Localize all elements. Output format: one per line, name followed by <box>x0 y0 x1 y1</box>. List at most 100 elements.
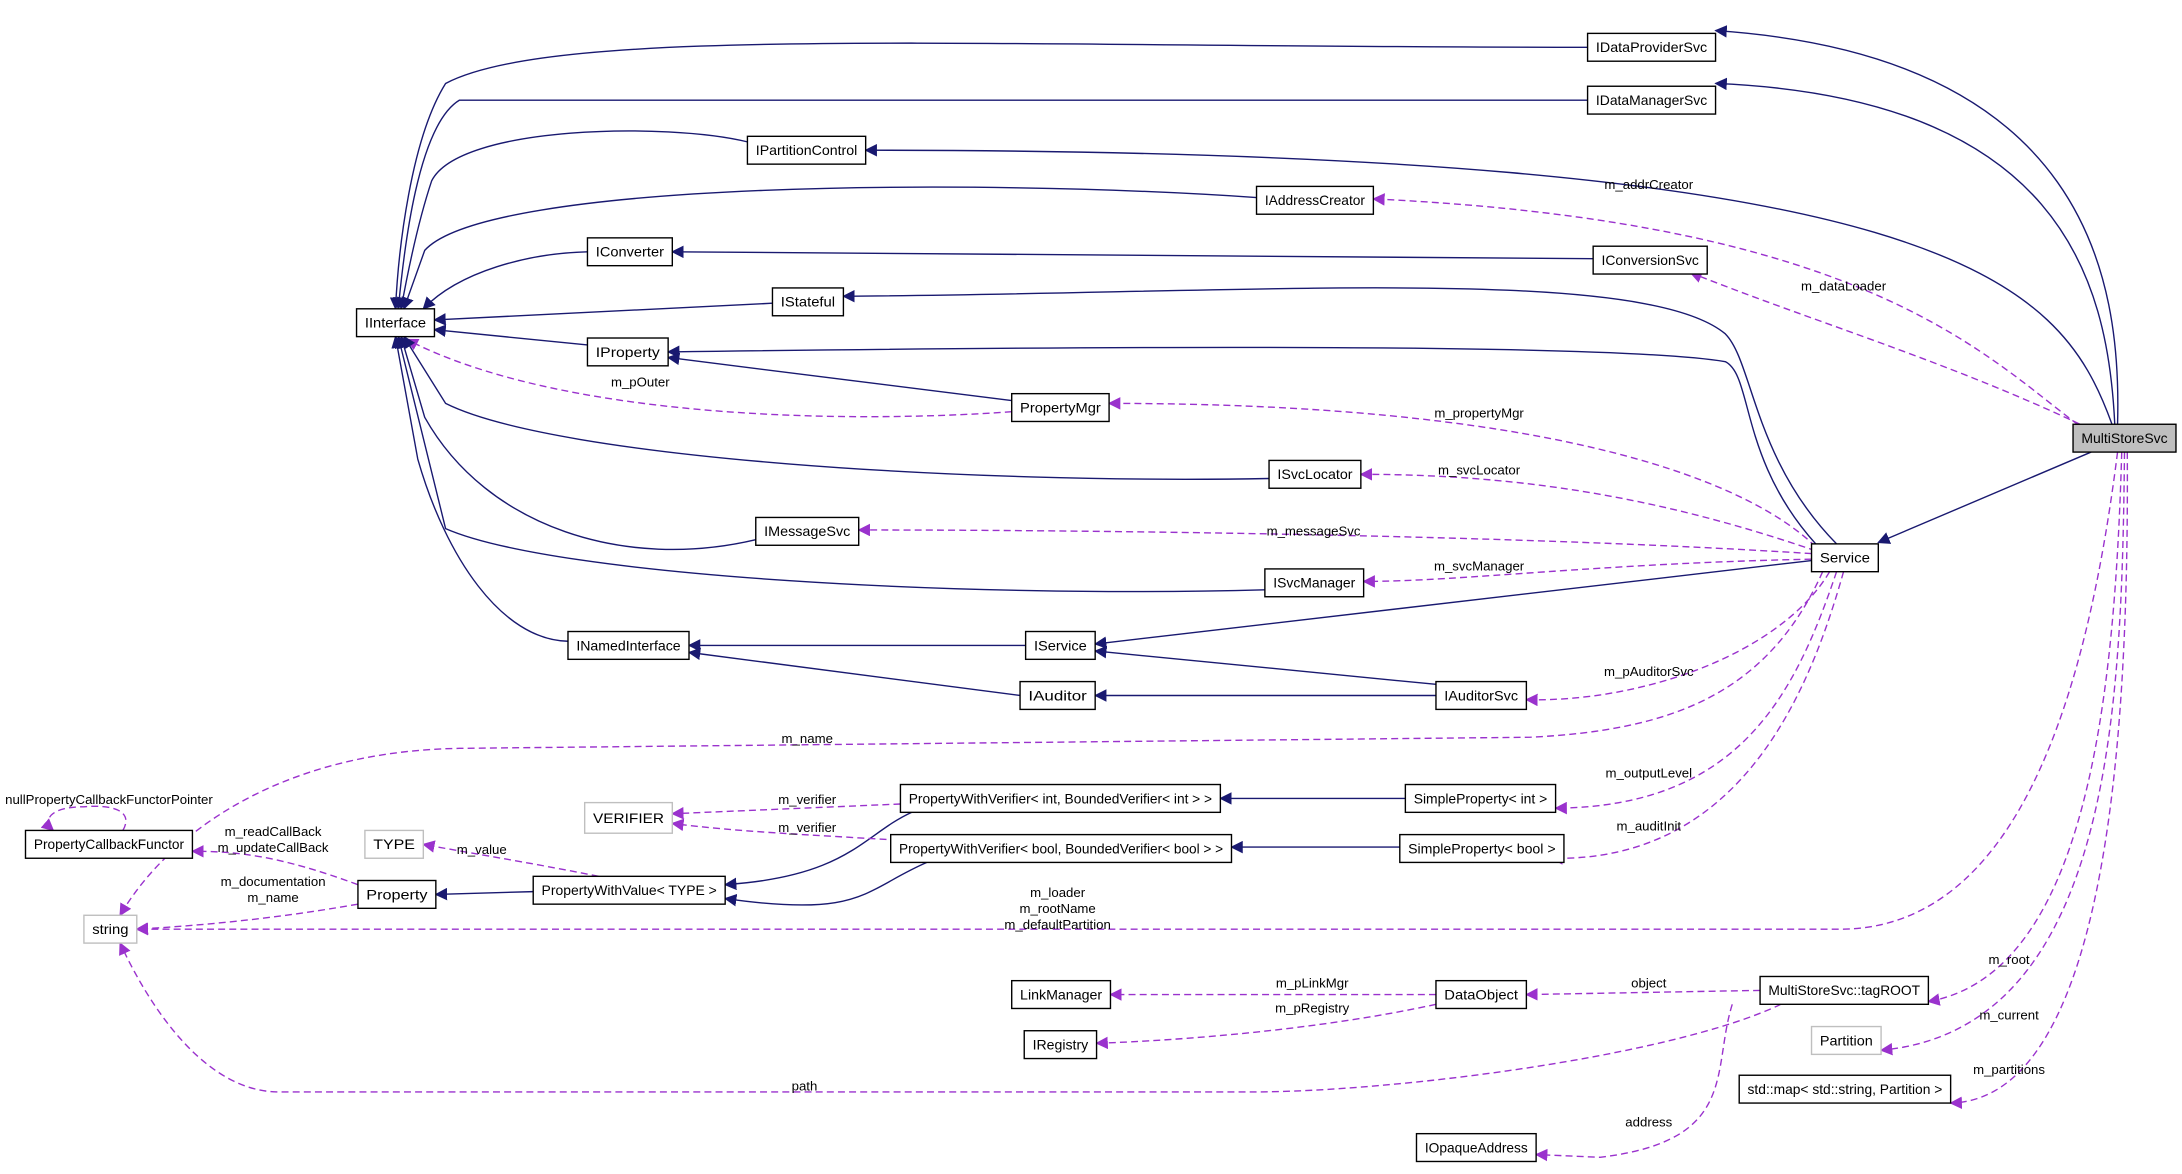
node-box[interactable] <box>1810 543 1879 573</box>
edge-MultiStoreSvc-to-IDataManagerSvc <box>1714 77 2116 425</box>
edge-label: m_readCallBack <box>225 824 322 839</box>
node-Property[interactable]: Property <box>357 879 437 910</box>
node-box[interactable] <box>355 308 436 338</box>
edge-PropertyMgr-to-IInterface <box>405 338 1012 418</box>
node-box[interactable] <box>1415 1132 1537 1163</box>
node-IDataManagerSvc[interactable]: IDataManagerSvc <box>1586 85 1717 115</box>
node-box[interactable] <box>746 135 867 165</box>
node-box[interactable] <box>771 287 845 317</box>
node-box[interactable] <box>1592 245 1708 275</box>
node-box[interactable] <box>1264 568 1365 598</box>
edge-IDataProviderSvc-to-IInterface <box>389 42 1588 311</box>
edge-label: nullPropertyCallbackFunctorPointer <box>5 792 213 807</box>
edge-label: m_pRegistry <box>1275 1001 1350 1016</box>
node-PropertyMgr[interactable]: PropertyMgr <box>1011 392 1110 423</box>
edge-MultiStoreSvc-to-tagROOT <box>1927 452 2123 1006</box>
node-label: IDataProviderSvc <box>1596 39 1707 55</box>
node-PWVBool[interactable]: PropertyWithVerifier< bool, BoundedVerif… <box>890 833 1233 864</box>
node-box[interactable] <box>1023 1030 1098 1060</box>
node-label: IService <box>1034 637 1087 653</box>
edge-MultiStoreSvc-to-Partition <box>1879 452 2126 1056</box>
node-string[interactable]: string <box>83 914 138 944</box>
node-IAuditor[interactable]: IAuditor <box>1019 680 1096 711</box>
node-box[interactable] <box>1586 32 1717 62</box>
node-IOpaqueAddress[interactable]: IOpaqueAddress <box>1415 1132 1537 1163</box>
node-IConversionSvc[interactable]: IConversionSvc <box>1592 245 1708 275</box>
node-box[interactable] <box>890 833 1233 864</box>
node-Service[interactable]: Service <box>1810 543 1879 573</box>
edge-PWVBool-to-VERIFIER <box>671 818 898 841</box>
node-INamedInterface[interactable]: INamedInterface <box>567 630 690 661</box>
edge-PropertyWithValue-to-Property <box>434 887 534 901</box>
node-label: DataObject <box>1444 986 1518 1002</box>
edge-label: m_partitions <box>1973 1062 2045 1077</box>
node-box[interactable] <box>1404 783 1557 814</box>
node-label: MultiStoreSvc::tagROOT <box>1768 982 1920 998</box>
node-TYPE[interactable]: TYPE <box>364 829 425 859</box>
node-tagROOT[interactable]: MultiStoreSvc::tagROOT <box>1759 975 1930 1005</box>
node-stdmap[interactable]: std::map< std::string, Partition > <box>1738 1074 1952 1104</box>
node-IService[interactable]: IService <box>1024 630 1096 661</box>
node-box[interactable] <box>755 516 860 546</box>
node-box[interactable] <box>357 879 437 910</box>
node-Partition[interactable]: Partition <box>1810 1025 1882 1056</box>
node-PWVInt[interactable]: PropertyWithVerifier< int, BoundedVerifi… <box>899 783 1222 814</box>
node-box[interactable] <box>1255 185 1375 215</box>
node-IAddressCreator[interactable]: IAddressCreator <box>1255 185 1375 215</box>
node-IDataProviderSvc[interactable]: IDataProviderSvc <box>1586 32 1717 62</box>
node-box[interactable] <box>583 801 674 834</box>
node-label: IMessageSvc <box>764 523 850 539</box>
node-box[interactable] <box>2072 423 2177 453</box>
node-DataObject[interactable]: DataObject <box>1435 979 1528 1010</box>
node-box[interactable] <box>586 237 674 267</box>
node-label: IAuditor <box>1028 687 1087 703</box>
edge-IPartitionControl-to-IInterface <box>396 130 748 311</box>
node-PropertyCallbackFunctor[interactable]: PropertyCallbackFunctor <box>24 829 194 859</box>
node-IProperty[interactable]: IProperty <box>586 337 669 367</box>
node-box[interactable] <box>1759 975 1930 1005</box>
edge-label: m_verifier <box>778 820 837 835</box>
node-SimplePropertyInt[interactable]: SimpleProperty< int > <box>1404 783 1557 814</box>
node-label: Partition <box>1820 1032 1873 1048</box>
node-box[interactable] <box>1268 459 1362 489</box>
node-IMessageSvc[interactable]: IMessageSvc <box>755 516 860 546</box>
node-box[interactable] <box>1435 979 1528 1010</box>
node-box[interactable] <box>1399 833 1565 864</box>
node-IRegistry[interactable]: IRegistry <box>1023 1030 1098 1060</box>
edge-IConverter-to-IInterface <box>422 251 588 310</box>
node-IStateful[interactable]: IStateful <box>771 287 845 317</box>
node-VERIFIER[interactable]: VERIFIER <box>583 801 674 834</box>
edge-MultiStoreSvc-to-IPartitionControl <box>864 143 2113 425</box>
node-MultiStoreSvc[interactable]: MultiStoreSvc <box>2072 423 2177 453</box>
node-ISvcLocator[interactable]: ISvcLocator <box>1268 459 1362 489</box>
node-IAuditorSvc[interactable]: IAuditorSvc <box>1435 680 1528 711</box>
node-box[interactable] <box>83 914 138 944</box>
node-label: TYPE <box>373 836 415 852</box>
node-box[interactable] <box>364 829 425 859</box>
node-LinkManager[interactable]: LinkManager <box>1011 979 1112 1010</box>
node-PropertyWithValue[interactable]: PropertyWithValue< TYPE > <box>532 875 726 905</box>
node-SimplePropertyBool[interactable]: SimpleProperty< bool > <box>1399 833 1565 864</box>
node-box[interactable] <box>1019 680 1096 711</box>
node-box[interactable] <box>1024 630 1096 661</box>
node-box[interactable] <box>1738 1074 1952 1104</box>
node-IInterface[interactable]: IInterface <box>355 308 436 338</box>
node-box[interactable] <box>586 337 669 367</box>
node-IConverter[interactable]: IConverter <box>586 237 674 267</box>
node-box[interactable] <box>899 783 1222 814</box>
node-box[interactable] <box>1586 85 1717 115</box>
node-ISvcManager[interactable]: ISvcManager <box>1264 568 1365 598</box>
node-box[interactable] <box>1810 1025 1882 1056</box>
node-box[interactable] <box>1435 680 1528 711</box>
node-box[interactable] <box>567 630 690 661</box>
edge-IConversionSvc-to-IConverter <box>671 245 1594 260</box>
node-box[interactable] <box>532 875 726 905</box>
node-box[interactable] <box>24 829 194 859</box>
node-label: ISvcManager <box>1273 575 1355 591</box>
node-box[interactable] <box>1011 979 1112 1010</box>
node-IPartitionControl[interactable]: IPartitionControl <box>746 135 867 165</box>
edge-label: m_updateCallBack <box>218 840 329 855</box>
node-box[interactable] <box>1011 392 1110 423</box>
edge-PropertyMgr-to-IProperty <box>666 352 1012 402</box>
edge-Service-to-SimplePropertyInt <box>1554 571 1838 815</box>
